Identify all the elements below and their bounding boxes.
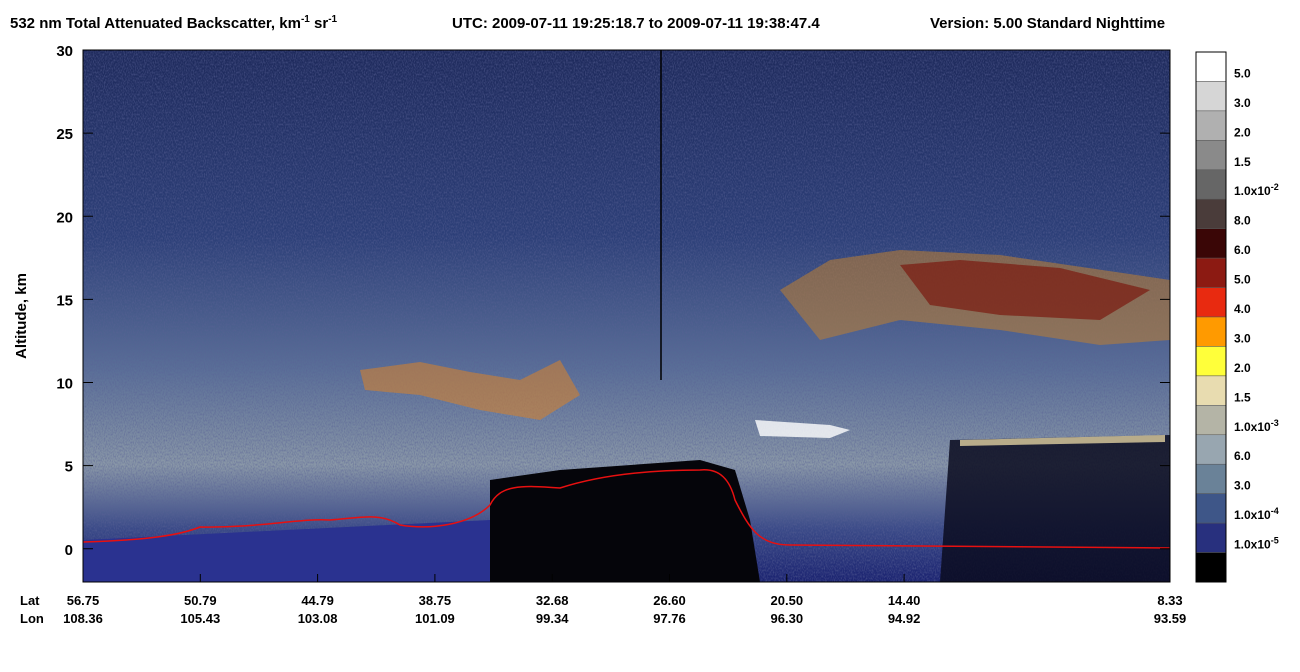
chart-title: 532 nm Total Attenuated Backscatter, km-…: [10, 14, 338, 32]
colorbar-label-base: 1.0x10: [1234, 420, 1271, 434]
colorbar-label: 8.0: [1234, 214, 1251, 228]
colorbar-label: 1.0x10-2: [1234, 182, 1279, 198]
colorbar-label: 1.0x10-3: [1234, 418, 1279, 434]
colorbar-swatch: [1195, 346, 1227, 377]
colorbar-label: 2.0: [1234, 125, 1251, 139]
colorbar-label: 6.0: [1234, 243, 1251, 257]
y-axis-label: Altitude, km: [13, 273, 30, 359]
lat-label: 50.79: [184, 593, 217, 608]
lon-label: 97.76: [653, 611, 686, 626]
colorbar-label-base: 1.0x10: [1234, 508, 1271, 522]
colorbar-swatch: [1195, 316, 1227, 347]
colorbar-swatch: [1195, 434, 1227, 465]
y-tick-label: 20: [56, 209, 73, 226]
colorbar-swatch: [1195, 81, 1227, 112]
colorbar-label: 5.0: [1234, 66, 1251, 80]
colorbar-swatch: [1195, 228, 1227, 259]
y-tick-label: 25: [56, 126, 73, 143]
y-tick-label: 15: [56, 292, 73, 309]
colorbar-label-exp: -5: [1271, 536, 1279, 546]
colorbar-label: 2.0: [1234, 361, 1251, 375]
y-tick-label: 10: [56, 376, 73, 393]
colorbar-label: 3.0: [1234, 331, 1251, 345]
version: Version: 5.00 Standard Nighttime: [930, 15, 1165, 32]
plot-frame: [82, 49, 1171, 583]
colorbar-label: 1.5: [1234, 155, 1251, 169]
colorbar-swatch: [1195, 493, 1227, 524]
lat-row-label: Lat: [20, 593, 40, 608]
colorbar-swatch: [1195, 110, 1227, 141]
colorbar-swatch: [1195, 169, 1227, 200]
y-tick-label: 30: [56, 43, 73, 60]
lon-label: 108.36: [63, 611, 103, 626]
curtain-image: [82, 50, 1171, 582]
colorbar-swatch: [1195, 405, 1227, 436]
colorbar-label-base: 1.0x10: [1234, 538, 1271, 552]
colorbar-swatch: [1195, 463, 1227, 494]
colorbar-swatch: [1195, 522, 1227, 553]
y-tick-label: 5: [65, 459, 73, 476]
colorbar-swatch: [1195, 287, 1227, 318]
colorbar-label: 1.5: [1234, 390, 1251, 404]
time-range: UTC: 2009-07-11 19:25:18.7 to 2009-07-11…: [452, 15, 820, 32]
colorbar-swatch: [1195, 198, 1227, 229]
lon-label: 101.09: [415, 611, 455, 626]
colorbar-label: 1.0x10-4: [1234, 506, 1279, 522]
lon-label: 93.59: [1154, 611, 1187, 626]
colorbar-label-exp: -3: [1271, 418, 1279, 428]
colorbar-label: 4.0: [1234, 302, 1251, 316]
lat-label: 32.68: [536, 593, 569, 608]
lat-label: 8.33: [1157, 593, 1182, 608]
lon-label: 96.30: [771, 611, 804, 626]
colorbar-label: 6.0: [1234, 449, 1251, 463]
y-tick-label: 0: [65, 542, 73, 559]
colorbar-label-base: 1.0x10: [1234, 184, 1271, 198]
lon-label: 103.08: [298, 611, 338, 626]
lat-label: 56.75: [67, 593, 100, 608]
colorbar-label: 5.0: [1234, 273, 1251, 287]
lat-label: 44.79: [301, 593, 334, 608]
lat-label: 26.60: [653, 593, 686, 608]
lon-label: 99.34: [536, 611, 569, 626]
colorbar-label-exp: -4: [1271, 506, 1279, 516]
colorbar-swatch: [1195, 140, 1227, 171]
lat-label: 20.50: [771, 593, 804, 608]
colorbar-label: 3.0: [1234, 479, 1251, 493]
colorbar-swatch: [1195, 552, 1227, 583]
lon-label: 94.92: [888, 611, 921, 626]
colorbar-swatch: [1195, 375, 1227, 406]
colorbar-swatch: [1195, 51, 1227, 82]
lon-row-label: Lon: [20, 611, 44, 626]
lat-label: 38.75: [419, 593, 452, 608]
lat-label: 14.40: [888, 593, 921, 608]
colorbar-label-exp: -2: [1271, 182, 1279, 192]
colorbar-label: 1.0x10-5: [1234, 536, 1279, 552]
colorbar-frame: [1195, 51, 1227, 583]
colorbar-label: 3.0: [1234, 96, 1251, 110]
colorbar-swatch: [1195, 257, 1227, 288]
lon-label: 105.43: [180, 611, 220, 626]
